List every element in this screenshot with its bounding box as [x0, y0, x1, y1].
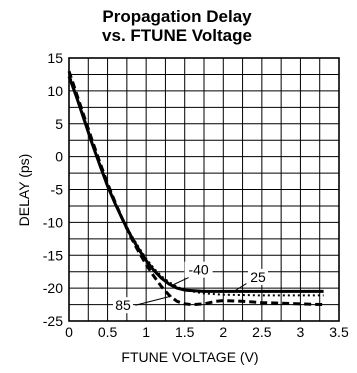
x-tick-label: 1: [142, 324, 150, 340]
x-axis-ticks: 0 0.5 1 1.5 2 2.5 3 3.5: [65, 324, 349, 340]
y-tick-label: -20: [43, 280, 63, 296]
annotation-leader-line: [135, 295, 172, 306]
annotation-label: 85: [115, 297, 131, 313]
annotations: -40 25 85: [113, 261, 268, 314]
y-axis-label: DELAY (ps): [16, 154, 32, 227]
annotation-leader-line: [171, 277, 189, 286]
x-tick-label: 0: [65, 324, 73, 340]
series-line-minus40: [68, 73, 324, 297]
y-axis-ticks: 15 10 5 0 -5 -10 -15 -20 -25: [43, 50, 63, 329]
series-lines: [67, 70, 324, 307]
annotation-background: [184, 261, 213, 278]
x-tick-label: 1.5: [175, 324, 195, 340]
plot-frame: [68, 57, 340, 322]
y-tick-label: -5: [51, 182, 64, 198]
annotation-label: -40: [188, 262, 208, 278]
x-tick-label: 0.5: [98, 324, 118, 340]
y-tick-label: 15: [47, 50, 63, 66]
y-tick-label: 0: [55, 149, 63, 165]
chart-title-line-1: Propagation Delay: [102, 7, 252, 26]
x-tick-label: 3.5: [329, 324, 349, 340]
y-tick-label: -15: [43, 247, 63, 263]
x-tick-label: 3: [297, 324, 305, 340]
annotation-background: [113, 297, 133, 314]
y-tick-label: 5: [55, 116, 63, 132]
chart-title-line-2: vs. FTUNE Voltage: [102, 26, 252, 45]
annotation-leader-line: [234, 283, 247, 292]
y-tick-label: -10: [43, 214, 63, 230]
annotation-label: 25: [250, 269, 266, 285]
series-line-85: [67, 70, 324, 307]
x-tick-label: 2.5: [252, 324, 272, 340]
y-tick-label: 10: [47, 83, 63, 99]
x-tick-label: 2: [219, 324, 227, 340]
x-axis-label: FTUNE VOLTAGE (V): [121, 349, 258, 365]
y-tick-label: -25: [43, 313, 63, 329]
annotation-background: [248, 268, 268, 285]
